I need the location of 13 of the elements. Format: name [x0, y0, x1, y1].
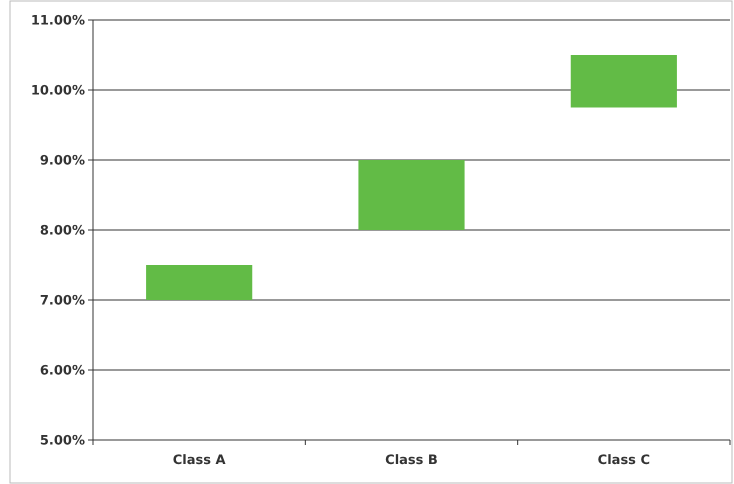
bar: [570, 55, 677, 108]
y-tick-label: 5.00%: [40, 434, 85, 449]
bar: [358, 160, 465, 230]
y-tick-label: 7.00%: [40, 294, 85, 309]
y-tick-label: 10.00%: [30, 84, 85, 99]
y-tick-label: 11.00%: [30, 14, 85, 29]
y-tick-label: 9.00%: [40, 154, 85, 169]
y-tick-label: 6.00%: [40, 364, 85, 379]
x-tick-label: Class A: [172, 453, 226, 468]
x-tick-label: Class C: [598, 453, 650, 468]
bar: [146, 265, 252, 300]
y-tick-label: 8.00%: [40, 224, 85, 239]
x-tick-label: Class B: [385, 453, 438, 468]
